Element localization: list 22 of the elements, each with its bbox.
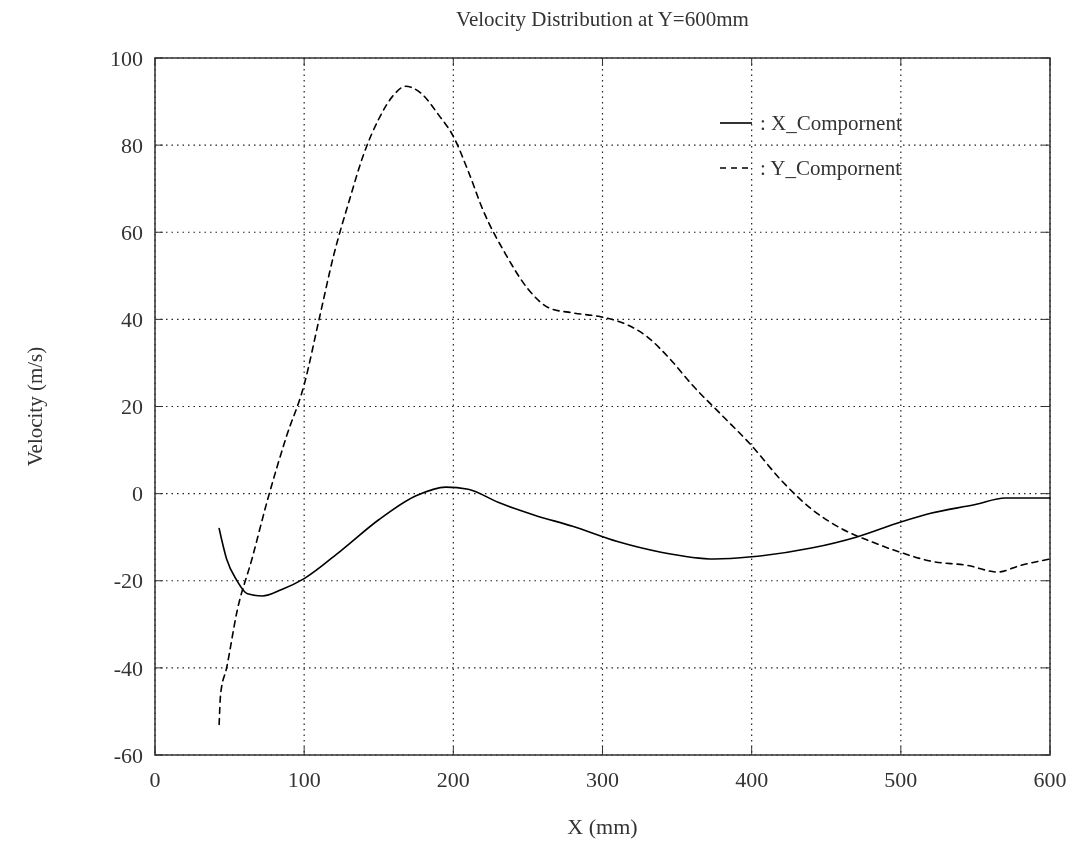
chart-title: Velocity Distribution at Y=600mm bbox=[456, 7, 749, 31]
x-tick-label: 200 bbox=[436, 767, 470, 792]
y-tick-label: 40 bbox=[121, 307, 143, 333]
y-axis-title: Velocity (m/s) bbox=[23, 346, 47, 467]
legend-label: : Y_Compornent bbox=[760, 156, 902, 181]
x-tick-label: 100 bbox=[287, 767, 321, 792]
x-tick-label: 600 bbox=[1033, 767, 1067, 792]
y-tick-label: -40 bbox=[113, 655, 143, 681]
x-tick-label: 400 bbox=[735, 767, 769, 792]
x-axis-title: X (mm) bbox=[567, 814, 638, 839]
y-tick-label: 20 bbox=[121, 394, 143, 420]
line-series bbox=[218, 85, 1051, 726]
y-tick-label: 60 bbox=[121, 219, 143, 245]
x-tick-label: 0 bbox=[149, 767, 161, 792]
y-tick-label: -20 bbox=[113, 568, 143, 594]
y-tick-label: -60 bbox=[113, 742, 143, 768]
x-tick-label: 500 bbox=[884, 767, 918, 792]
x-tick-label: 300 bbox=[586, 767, 619, 792]
legend-label: : X_Compornent bbox=[760, 111, 902, 136]
y-tick-label: 100 bbox=[110, 45, 143, 71]
y-tick-label: 80 bbox=[121, 132, 143, 158]
y-tick-label: 0 bbox=[132, 481, 143, 507]
